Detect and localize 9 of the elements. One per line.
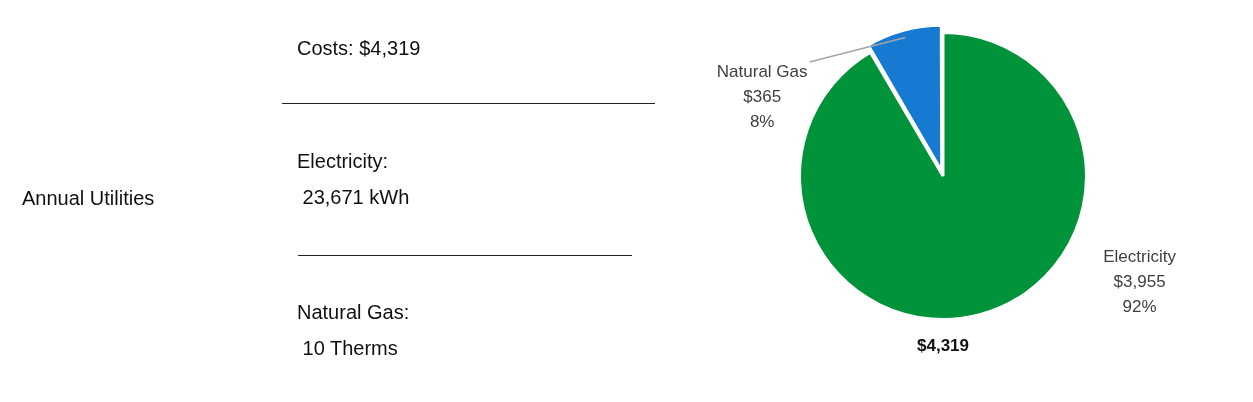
text: Annual Utilities [22,186,155,211]
text: $4,319 [917,336,969,356]
text: Costs: $4,319 [297,36,421,61]
data-label: $3,955 92% [1113,271,1166,316]
slice-label: Natural Gas [716,61,808,81]
slice-label: Electricity [1103,246,1177,266]
text: Electricity: 23,671 kWh [297,149,410,210]
data-label: $365 8% [743,86,782,131]
text: Natural Gas: 10 Therms [297,300,410,361]
